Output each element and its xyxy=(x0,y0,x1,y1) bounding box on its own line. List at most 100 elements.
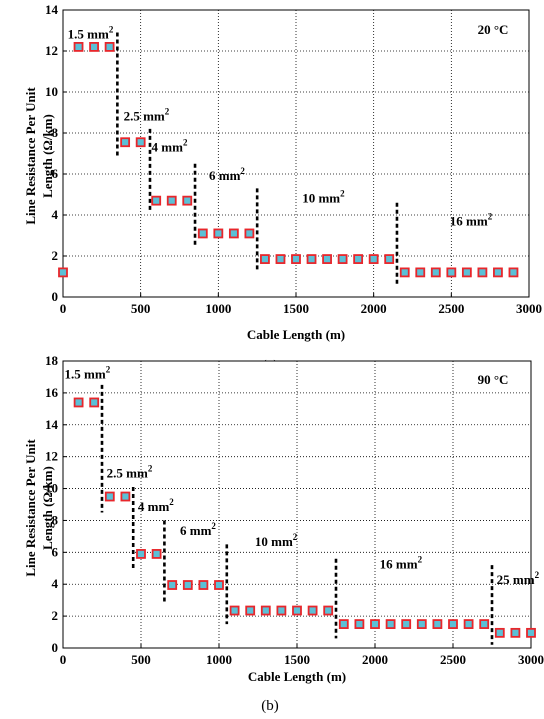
data-point xyxy=(384,254,395,264)
section-label: 25 mm2 xyxy=(497,570,540,587)
data-point xyxy=(323,605,334,616)
section-label-text: 10 mm xyxy=(255,534,293,549)
data-point xyxy=(244,228,255,239)
data-point xyxy=(370,619,380,629)
section-label-superscript: 2 xyxy=(488,211,493,221)
section-label-superscript: 2 xyxy=(165,107,170,117)
data-point xyxy=(479,619,490,629)
data-point xyxy=(275,254,286,264)
y-tick-label: 14 xyxy=(45,417,59,432)
plot-area xyxy=(63,361,531,648)
x-tick-label: 1000 xyxy=(205,301,231,316)
section-label: 6 mm2 xyxy=(180,521,216,538)
data-point xyxy=(337,254,348,264)
data-point xyxy=(214,580,224,590)
data-point xyxy=(120,491,131,502)
y-tick-label: 6 xyxy=(52,544,59,559)
data-point xyxy=(166,195,177,206)
data-point xyxy=(89,42,99,52)
data-point xyxy=(151,195,162,206)
section-label: 10 mm2 xyxy=(255,532,298,549)
data-point xyxy=(182,195,193,206)
section-label: 16 mm2 xyxy=(380,554,423,571)
y-tick-label: 18 xyxy=(45,353,59,368)
plot-area xyxy=(63,10,529,297)
section-label-superscript: 2 xyxy=(109,25,114,35)
data-point xyxy=(245,605,256,616)
y-tick-label: 8 xyxy=(52,512,59,527)
temperature-label: 90 °C xyxy=(478,372,509,387)
y-tick-label: 10 xyxy=(45,84,58,99)
y-tick-label: 12 xyxy=(45,43,58,58)
y-tick-label: 2 xyxy=(52,248,59,263)
x-tick-label: 500 xyxy=(131,652,151,667)
data-point xyxy=(510,627,521,638)
data-point xyxy=(182,580,193,590)
x-tick-label: 2000 xyxy=(361,301,387,316)
section-label-superscript: 2 xyxy=(293,532,298,542)
data-point xyxy=(463,619,474,629)
data-point xyxy=(260,254,270,264)
data-point xyxy=(213,228,224,239)
data-point xyxy=(291,254,301,264)
section-label-superscript: 2 xyxy=(148,463,153,473)
data-point xyxy=(399,267,410,278)
y-tick-label: 4 xyxy=(52,207,59,222)
section-label-text: 4 mm xyxy=(138,499,170,514)
y-tick-label: 10 xyxy=(45,481,58,496)
section-label-text: 16 mm xyxy=(450,213,488,228)
data-point xyxy=(229,605,240,616)
data-point xyxy=(448,619,458,629)
section-label-text: 4 mm xyxy=(152,139,184,154)
data-point xyxy=(104,491,115,502)
section-label-superscript: 2 xyxy=(183,137,188,147)
chart-panel-a: 0 500 1000 1500 2000 2500 3000 0 2 4 6 8 10 12 14 1.5 m… xyxy=(23,2,542,374)
y-tick-label: 0 xyxy=(52,289,59,304)
x-tick-label: 3000 xyxy=(516,301,542,316)
y-tick-label: 12 xyxy=(45,449,58,464)
section-label-superscript: 2 xyxy=(169,497,174,507)
section-label: 2.5 mm2 xyxy=(107,463,153,480)
data-point xyxy=(354,619,365,629)
data-point xyxy=(401,619,412,629)
section-label-text: 2.5 mm xyxy=(124,109,165,124)
section-label-text: 2.5 mm xyxy=(107,465,148,480)
x-axis-label: Cable Length (m) xyxy=(247,327,345,342)
section-label-text: 25 mm xyxy=(497,572,535,587)
y-tick-label: 8 xyxy=(52,125,59,140)
data-point xyxy=(415,267,426,278)
data-point xyxy=(526,627,536,638)
data-point xyxy=(307,605,318,616)
data-point xyxy=(228,228,239,239)
section-label: 1.5 mm2 xyxy=(65,365,111,382)
data-point xyxy=(151,549,162,559)
y-tick-label: 16 xyxy=(45,385,59,400)
data-point xyxy=(197,228,208,239)
data-point xyxy=(508,267,519,278)
data-point xyxy=(368,254,379,264)
section-label-text: 16 mm xyxy=(380,556,418,571)
section-label-superscript: 2 xyxy=(340,189,345,199)
section-label-text: 1.5 mm xyxy=(65,367,106,382)
data-point xyxy=(416,619,427,629)
x-tick-label: 2500 xyxy=(440,652,466,667)
x-tick-label: 0 xyxy=(60,301,67,316)
y-tick-label: 0 xyxy=(52,640,59,655)
section-label: 4 mm2 xyxy=(152,137,188,154)
section-label-superscript: 2 xyxy=(211,521,216,531)
section-label-text: 6 mm xyxy=(209,168,241,183)
data-point xyxy=(136,549,146,559)
data-point xyxy=(493,267,503,278)
data-point xyxy=(338,619,349,629)
x-tick-label: 2500 xyxy=(438,301,464,316)
data-point xyxy=(432,619,443,629)
section-label: 4 mm2 xyxy=(138,497,174,514)
y-axis-label: Line Resistance Per Unit xyxy=(23,439,38,577)
y-axis-label: Line Resistance Per Unit xyxy=(23,87,38,225)
data-point xyxy=(120,137,131,148)
data-point xyxy=(89,397,100,408)
x-tick-label: 0 xyxy=(60,652,67,667)
data-point xyxy=(353,254,364,264)
section-label-superscript: 2 xyxy=(418,554,423,564)
